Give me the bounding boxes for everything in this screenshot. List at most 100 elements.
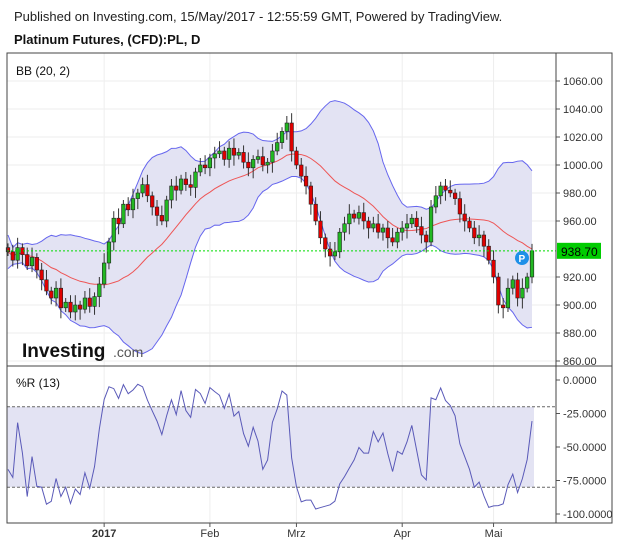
y-tick-label: 900.00 [563,300,597,312]
candle-body [452,192,458,199]
candle-body [87,297,92,307]
candle-body [409,217,414,225]
candle-body [5,247,11,253]
candle-body [121,203,126,225]
candle-body [78,304,83,310]
candle-body [39,269,44,281]
candle-body [82,297,88,310]
p-marker-icon [515,251,529,265]
candle-body [29,257,35,267]
investing-logo: Investing [22,341,105,362]
candle-body [241,152,246,163]
candle-body [111,217,116,243]
x-tick-label: 2017 [92,528,116,540]
candle-body [68,301,73,313]
candle-body [236,152,241,156]
candle-body [491,259,496,278]
candle-body [332,251,337,257]
candle-body [188,184,193,188]
candle-body [467,220,472,229]
candle-body [510,279,515,289]
candle-body [126,203,131,211]
candle-body [289,122,294,152]
candle-body [424,234,429,243]
candle-body [154,206,160,216]
candle-body [303,175,309,187]
candle-body [327,248,333,257]
candle-body [44,279,49,292]
candle-body [25,254,30,267]
y-tick-label: 880.00 [563,328,597,340]
wr-line [7,383,533,510]
candle-body [337,231,342,253]
y-tick-label: 1000.00 [563,160,603,172]
candle-body [207,157,213,169]
candle-body [419,226,424,236]
chart-frame [6,52,613,524]
candle-body [414,217,419,227]
candle-body [34,257,39,271]
candle-body [486,245,491,261]
candle-body [164,199,169,222]
candle-body [361,212,366,222]
candle-body [380,227,386,233]
candle-body [477,234,482,239]
candle-body [404,223,410,229]
candle-body [15,247,20,261]
bollinger-upper-line [7,100,533,249]
candle-body [260,156,265,166]
y-tick-label: 920.00 [563,272,597,284]
candle-body [501,304,506,309]
wr-tick-label: -100.0000 [563,509,613,521]
last-price-label: 938.70 [561,245,598,259]
candle-body [515,279,520,299]
candle-body [135,192,140,199]
candle-body [525,276,530,289]
candle-body [203,164,208,169]
wr-tick-label: -50.0000 [563,442,606,454]
wr-tick-label: 0.0000 [563,375,597,387]
candle-body [299,164,304,177]
wr-band-fill [7,406,534,488]
bollinger-lower-line [7,176,533,355]
last-price-badge [557,242,601,259]
bollinger-basis-line [7,153,533,286]
y-tick-label: 1020.00 [563,132,603,144]
candle-body [352,213,357,219]
candle-body [428,206,434,243]
candle-body [231,147,237,156]
candle-body [529,250,535,278]
candle-body [255,156,261,160]
candle-body [385,227,390,239]
candle-body [270,150,275,163]
candle-body [481,234,487,247]
candle-body [222,150,227,160]
candle-body [140,184,145,194]
y-tick-label: 1040.00 [563,104,603,116]
wr-tick-label: -25.0000 [563,409,606,421]
candle-body [347,213,352,225]
candle-body [366,220,371,229]
chart-title: Platinum Futures, (CFD):PL, D [14,32,201,47]
candle-body [106,241,112,264]
candle-body [284,122,289,132]
candle-body [462,213,467,222]
candle-body [496,276,501,306]
x-tick-label: Mrz [287,528,305,540]
candle-body [116,217,121,225]
candle-body [97,283,102,297]
candle-body [265,161,270,166]
y-tick-label: 980.00 [563,188,597,200]
candle-body [150,195,155,208]
candle-body [102,262,107,285]
candle-body [443,185,448,191]
candle-body [227,147,232,160]
candle-body [198,164,203,173]
candle-body [275,142,280,152]
published-note: Published on Investing.com, 15/May/2017 … [14,9,503,24]
candle-body [395,231,400,243]
candle-body [10,251,15,261]
candle-body [92,296,97,307]
